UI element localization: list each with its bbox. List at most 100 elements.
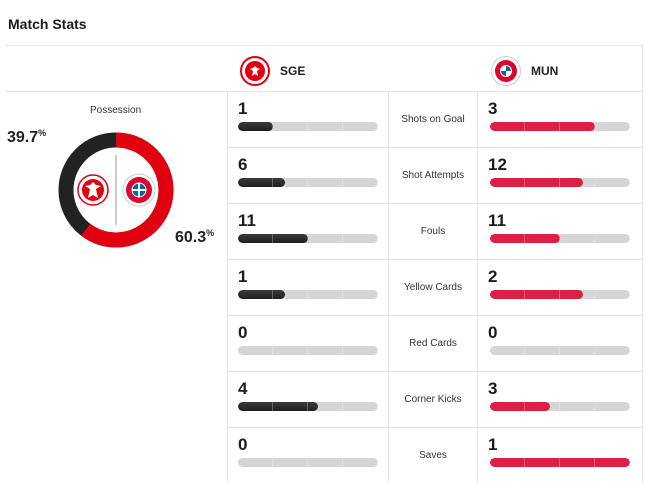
- away-possession-percent: 60.3%: [175, 228, 215, 246]
- away-stat-bar-fill: [490, 122, 595, 131]
- away-stat-value: 2: [488, 267, 498, 286]
- row-divider: [228, 259, 642, 260]
- stat-label-cell: Corner Kicks: [389, 372, 477, 427]
- stat-row: 11 Fouls 11: [228, 204, 642, 260]
- possession-donut-chart: [58, 132, 174, 248]
- home-stat-value: 1: [238, 99, 248, 118]
- away-team-abbr: MUN: [531, 64, 559, 78]
- home-possession-percent: 39.7%: [7, 128, 47, 146]
- away-stat-bar-fill: [490, 178, 584, 187]
- row-divider: [228, 203, 642, 204]
- column-divider: [642, 45, 643, 483]
- away-stat-value: 11: [488, 211, 506, 230]
- home-stat-bar-fill: [238, 290, 285, 299]
- away-stat-bar: [490, 346, 630, 355]
- row-divider: [228, 371, 642, 372]
- home-stat-bar-fill: [238, 234, 308, 243]
- away-stat-bar-fill: [490, 290, 584, 299]
- away-donut-logo-icon: [122, 173, 156, 207]
- home-stat-cell: 4: [228, 372, 388, 427]
- header-divider: [6, 45, 642, 46]
- home-stat-cell: 1: [228, 92, 388, 147]
- home-stat-bar: [238, 458, 378, 467]
- home-stat-bar: [238, 402, 378, 411]
- home-stat-value: 0: [238, 323, 248, 342]
- away-stat-bar: [490, 122, 630, 131]
- stat-label-cell: Fouls: [389, 204, 477, 259]
- away-stat-bar-fill: [490, 402, 550, 411]
- home-stat-bar: [238, 178, 378, 187]
- team-header-divider: [6, 91, 642, 92]
- home-stat-bar: [238, 234, 378, 243]
- stat-row: 1 Shots on Goal 3: [228, 92, 642, 148]
- stat-row: 6 Shot Attempts 12: [228, 148, 642, 204]
- stat-label: Shot Attempts: [401, 170, 465, 181]
- away-stat-bar: [490, 402, 630, 411]
- eintracht-frankfurt-logo-icon: [240, 56, 270, 86]
- away-stat-bar-fill: [490, 234, 560, 243]
- stat-label-cell: Shot Attempts: [389, 148, 477, 203]
- column-divider: [477, 92, 478, 483]
- away-stat-cell: 0: [478, 316, 642, 371]
- bayern-munich-logo-icon: [491, 56, 521, 86]
- away-stat-bar: [490, 234, 630, 243]
- home-stat-bar-fill: [238, 402, 318, 411]
- stat-row: 1 Yellow Cards 2: [228, 260, 642, 316]
- stat-label: Fouls: [420, 226, 446, 237]
- column-divider: [388, 92, 389, 483]
- column-divider: [227, 92, 228, 483]
- stat-label-cell: Shots on Goal: [389, 92, 477, 147]
- home-stat-bar: [238, 122, 378, 131]
- stat-label-cell: Saves: [389, 428, 477, 483]
- possession-label: Possession: [90, 105, 142, 116]
- away-stat-value: 0: [488, 323, 498, 342]
- away-stat-bar: [490, 290, 630, 299]
- home-stat-value: 6: [238, 155, 248, 174]
- home-stat-cell: 0: [228, 428, 388, 483]
- away-stat-value: 3: [488, 99, 498, 118]
- stat-label: Red Cards: [409, 338, 457, 349]
- away-stat-cell: 2: [478, 260, 642, 315]
- home-stat-bar-fill: [238, 178, 285, 187]
- row-divider: [228, 427, 642, 428]
- home-stat-value: 4: [238, 379, 248, 398]
- away-stat-bar: [490, 178, 630, 187]
- stat-row: 0 Red Cards 0: [228, 316, 642, 372]
- away-stat-cell: 11: [478, 204, 642, 259]
- away-stat-value: 12: [488, 155, 507, 174]
- stat-label: Yellow Cards: [404, 282, 462, 293]
- home-stat-value: 11: [238, 211, 256, 230]
- row-divider: [228, 315, 642, 316]
- page-title: Match Stats: [8, 16, 87, 32]
- home-stat-value: 1: [238, 267, 248, 286]
- away-stat-cell: 3: [478, 372, 642, 427]
- stat-label-cell: Yellow Cards: [389, 260, 477, 315]
- away-stat-bar-fill: [490, 458, 630, 467]
- stat-label-cell: Red Cards: [389, 316, 477, 371]
- home-stat-bar: [238, 290, 378, 299]
- home-stat-bar: [238, 346, 378, 355]
- home-stat-cell: 1: [228, 260, 388, 315]
- away-team-header[interactable]: MUN: [491, 56, 558, 86]
- stat-label: Corner Kicks: [404, 394, 462, 405]
- away-stat-bar: [490, 458, 630, 467]
- home-stat-cell: 0: [228, 316, 388, 371]
- home-stat-bar-fill: [238, 122, 273, 131]
- away-stat-cell: 12: [478, 148, 642, 203]
- home-stat-value: 0: [238, 435, 248, 454]
- away-stat-cell: 1: [478, 428, 642, 483]
- home-stat-cell: 11: [228, 204, 388, 259]
- away-possession-arc: [58, 132, 174, 248]
- home-team-abbr: SGE: [280, 64, 306, 78]
- home-stat-cell: 6: [228, 148, 388, 203]
- stat-row: 4 Corner Kicks 3: [228, 372, 642, 428]
- row-divider: [228, 147, 642, 148]
- away-stat-value: 3: [488, 379, 498, 398]
- away-stat-cell: 3: [478, 92, 642, 147]
- away-stat-value: 1: [488, 435, 498, 454]
- stat-row: 0 Saves 1: [228, 428, 642, 483]
- stat-label: Saves: [419, 450, 447, 461]
- home-donut-logo-icon: [77, 174, 109, 206]
- home-team-header[interactable]: SGE: [240, 56, 305, 86]
- stat-label: Shots on Goal: [401, 114, 465, 125]
